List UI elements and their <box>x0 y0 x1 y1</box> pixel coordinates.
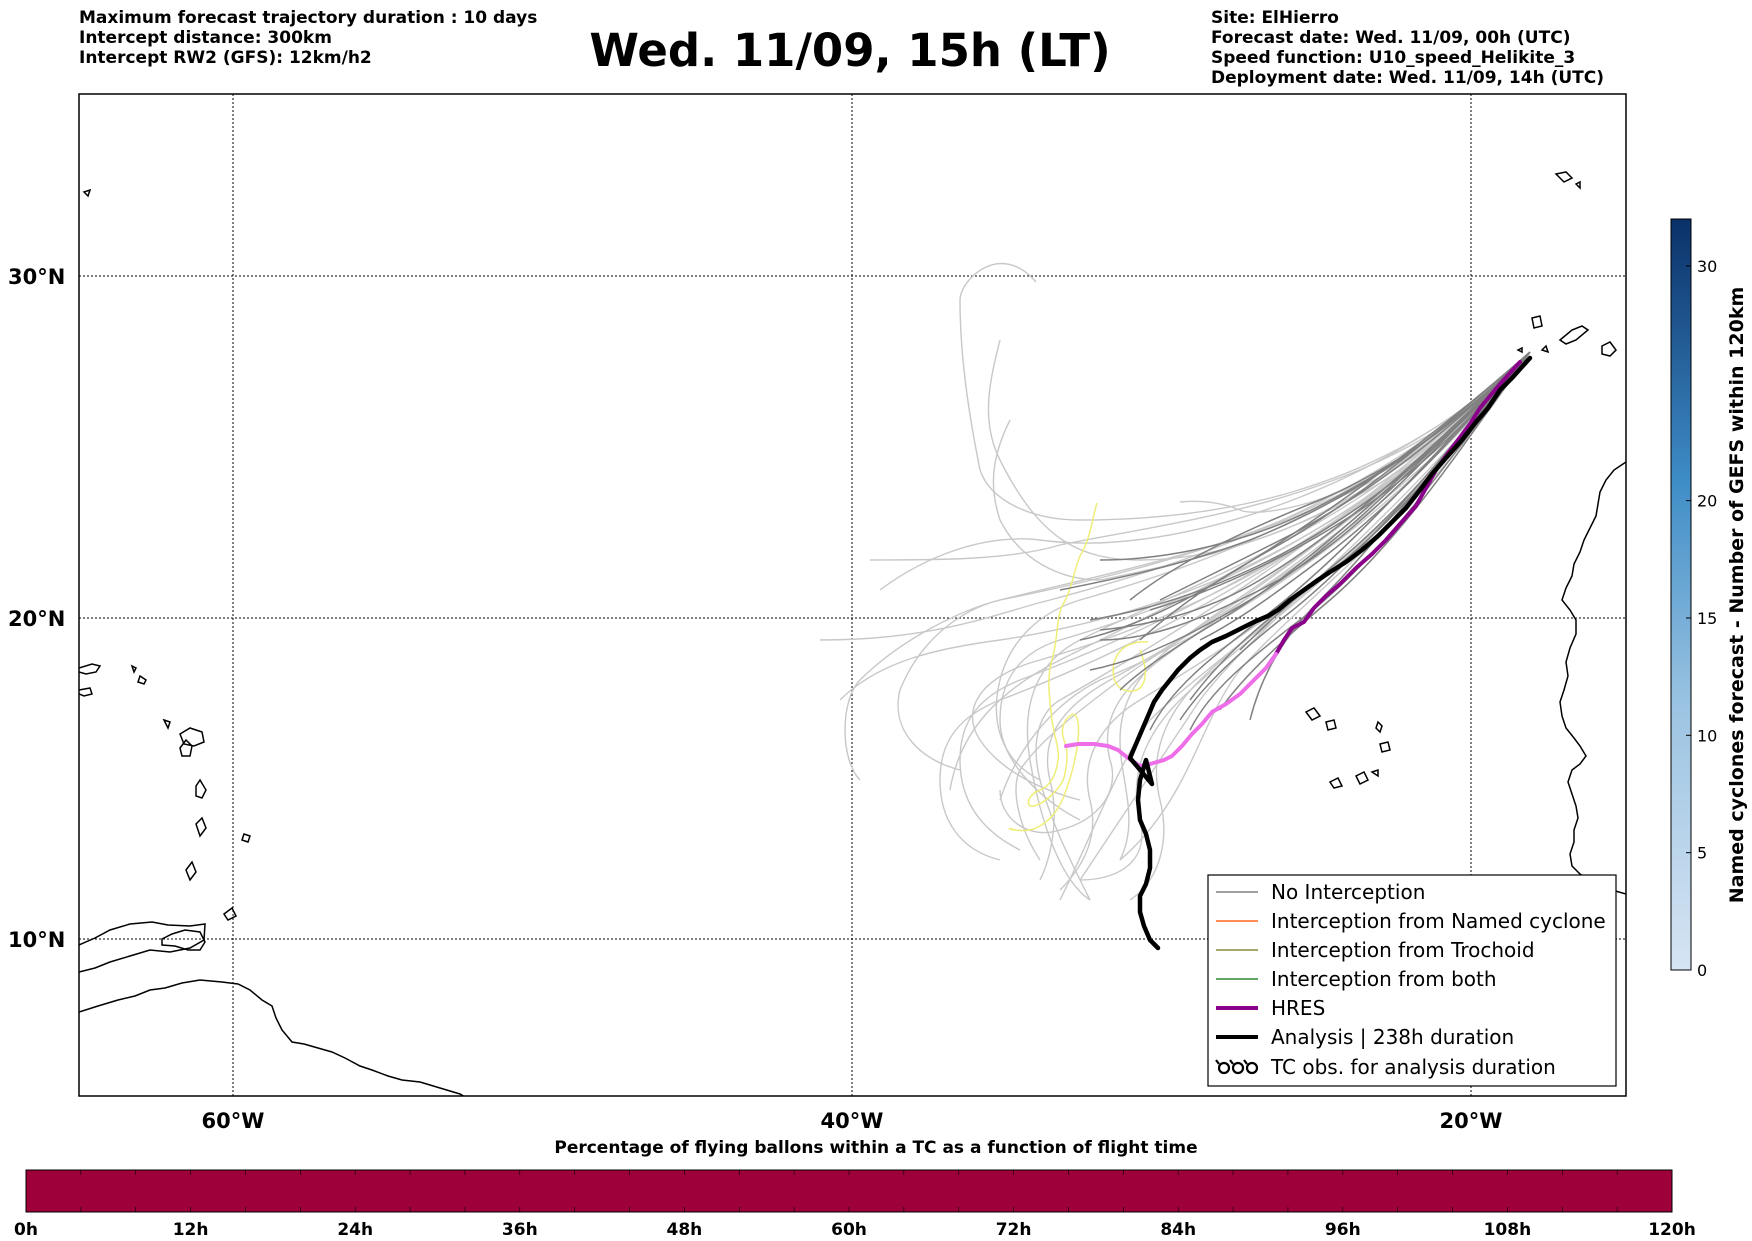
flight-time-tick-label: 12h <box>173 1220 209 1240</box>
lesser-antilles-3 <box>195 816 207 838</box>
lat-label-30n: 30°N <box>8 265 65 289</box>
intercept-rw2-text: Intercept RW2 (GFS): 12km/h2 <box>79 48 372 68</box>
cape-verde-7 <box>1370 768 1379 778</box>
legend-label-tc-obs: TC obs. for analysis duration <box>1270 1055 1556 1079</box>
flight-time-tick-label: 60h <box>831 1220 867 1240</box>
cyclone-colorbar-ramp <box>1670 218 1692 971</box>
cape-verde-5 <box>1328 776 1344 789</box>
cyclone-colorbar: 0 5 10 15 20 30 Named cyclones forecast - Num… <box>1670 218 1748 980</box>
flight-time-tick-label: 120h <box>1648 1220 1696 1240</box>
legend-label-trochoid: Interception from Trochoid <box>1271 938 1535 962</box>
legend-box <box>1207 874 1617 1087</box>
colorbar-tick-label: 10 <box>1697 726 1717 745</box>
small-island-b <box>137 674 147 685</box>
site-text: Site: ElHierro <box>1211 8 1339 28</box>
guadeloupe <box>179 727 205 747</box>
flight-time-tick-label: 108h <box>1484 1220 1532 1240</box>
colorbar-tick-label: 30 <box>1697 257 1717 276</box>
flight-time-bar: 0h 12h 24h 36h 48h 60h 72h 84h 96h 108h 120h <box>14 1169 1696 1240</box>
flight-time-tick-label: 36h <box>502 1220 538 1240</box>
legend-label-analysis: Analysis | 238h duration <box>1271 1025 1514 1049</box>
legend-label-named-cyclone: Interception from Named cyclone <box>1271 909 1606 933</box>
legend-label-no-interception: No Interception <box>1271 880 1425 904</box>
speed-function-text: Speed function: U10_speed_Helikite_3 <box>1211 48 1576 68</box>
flight-time-bar-fill <box>25 1169 1673 1213</box>
madeira <box>1554 171 1574 183</box>
cape-verde-6 <box>1354 770 1370 786</box>
virgin-islands <box>79 663 102 675</box>
small-island-a <box>130 664 138 674</box>
lon-label-20w: 20°W <box>1440 1109 1503 1133</box>
cape-verde-1 <box>1304 707 1322 721</box>
cape-verde-2 <box>1325 719 1337 731</box>
deployment-date-text: Deployment date: Wed. 11/09, 14h (UTC) <box>1211 68 1605 88</box>
header-left-info: Maximum forecast trajectory duration : 1… <box>79 8 537 68</box>
legend-swatch-tc-obs <box>1215 1059 1259 1075</box>
max-duration-text: Maximum forecast trajectory duration : 1… <box>79 8 538 28</box>
forecast-date-text: Forecast date: Wed. 11/09, 00h (UTC) <box>1211 28 1571 48</box>
cape-verde-3 <box>1375 720 1383 734</box>
puerto-rico-east <box>79 687 93 697</box>
madeira-2 <box>1574 180 1581 190</box>
flight-time-tick-label: 48h <box>667 1220 703 1240</box>
lat-label-20n: 20°N <box>8 607 65 631</box>
cape-verde-4 <box>1379 741 1391 753</box>
trinidad-coast <box>161 929 206 951</box>
colorbar-tick-label: 15 <box>1697 609 1717 628</box>
lon-label-40w: 40°W <box>821 1109 884 1133</box>
canary-1 <box>1531 315 1543 329</box>
yellow-track-loop <box>1112 641 1149 692</box>
flight-time-tick-label: 24h <box>337 1220 373 1240</box>
intercept-distance-text: Intercept distance: 300km <box>79 28 332 48</box>
page-title: Wed. 11/09, 15h (LT) <box>589 24 1111 77</box>
lesser-antilles-1 <box>179 738 193 757</box>
africa-coast <box>1559 461 1626 895</box>
tobago <box>222 906 238 921</box>
lat-label-10n: 10°N <box>8 928 65 952</box>
flight-time-tick-label: 96h <box>1325 1220 1361 1240</box>
legend-label-both: Interception from both <box>1271 967 1497 991</box>
venezuela-coast <box>79 921 206 973</box>
colorbar-tick-label: 5 <box>1697 844 1707 863</box>
map-grid <box>79 94 1626 1096</box>
lesser-antilles-4 <box>185 860 197 882</box>
canary-5 <box>1540 344 1550 354</box>
yellow-track-main <box>1008 502 1098 832</box>
small-island-c <box>162 718 171 730</box>
map-legend: No Interception Interception from Named … <box>1207 874 1617 1087</box>
flight-time-bar-title: Percentage of flying ballons within a TC… <box>554 1138 1198 1158</box>
flight-time-tick-label: 0h <box>14 1220 38 1240</box>
canary-4 <box>1516 346 1523 354</box>
hres-trajectory <box>1064 360 1522 768</box>
south-america-coast <box>79 979 465 1096</box>
hres-track-dark <box>1274 360 1522 656</box>
legend-label-hres: HRES <box>1271 996 1325 1020</box>
canary-3 <box>1601 341 1617 357</box>
colorbar-tick-label: 0 <box>1697 961 1707 980</box>
flight-time-tick-label: 84h <box>1160 1220 1196 1240</box>
hres-track-light <box>1064 652 1278 768</box>
header-right-info: Site: ElHierro Forecast date: Wed. 11/09… <box>1211 8 1604 88</box>
map-frame <box>78 93 1627 1097</box>
ensemble-trajectories <box>819 262 1531 901</box>
canary-2 <box>1558 325 1590 345</box>
analysis-trajectory <box>1127 355 1533 951</box>
colorbar-tick-label: 20 <box>1697 492 1717 511</box>
cyclone-colorbar-ticks: 0 5 10 15 20 30 <box>1686 257 1717 980</box>
flight-time-ticks: 0h 12h 24h 36h 48h 60h 72h 84h 96h 108h 120h <box>14 1220 1696 1240</box>
barbados <box>241 833 251 843</box>
coastlines <box>79 171 1626 1096</box>
flight-time-tick-label: 72h <box>996 1220 1032 1240</box>
bermuda <box>82 188 92 198</box>
lesser-antilles-2 <box>195 778 207 799</box>
yellow-trajectories <box>1008 502 1149 832</box>
lon-label-60w: 60°W <box>202 1109 265 1133</box>
cyclone-colorbar-label: Named cyclones forecast - Number of GEFS… <box>1726 287 1748 904</box>
